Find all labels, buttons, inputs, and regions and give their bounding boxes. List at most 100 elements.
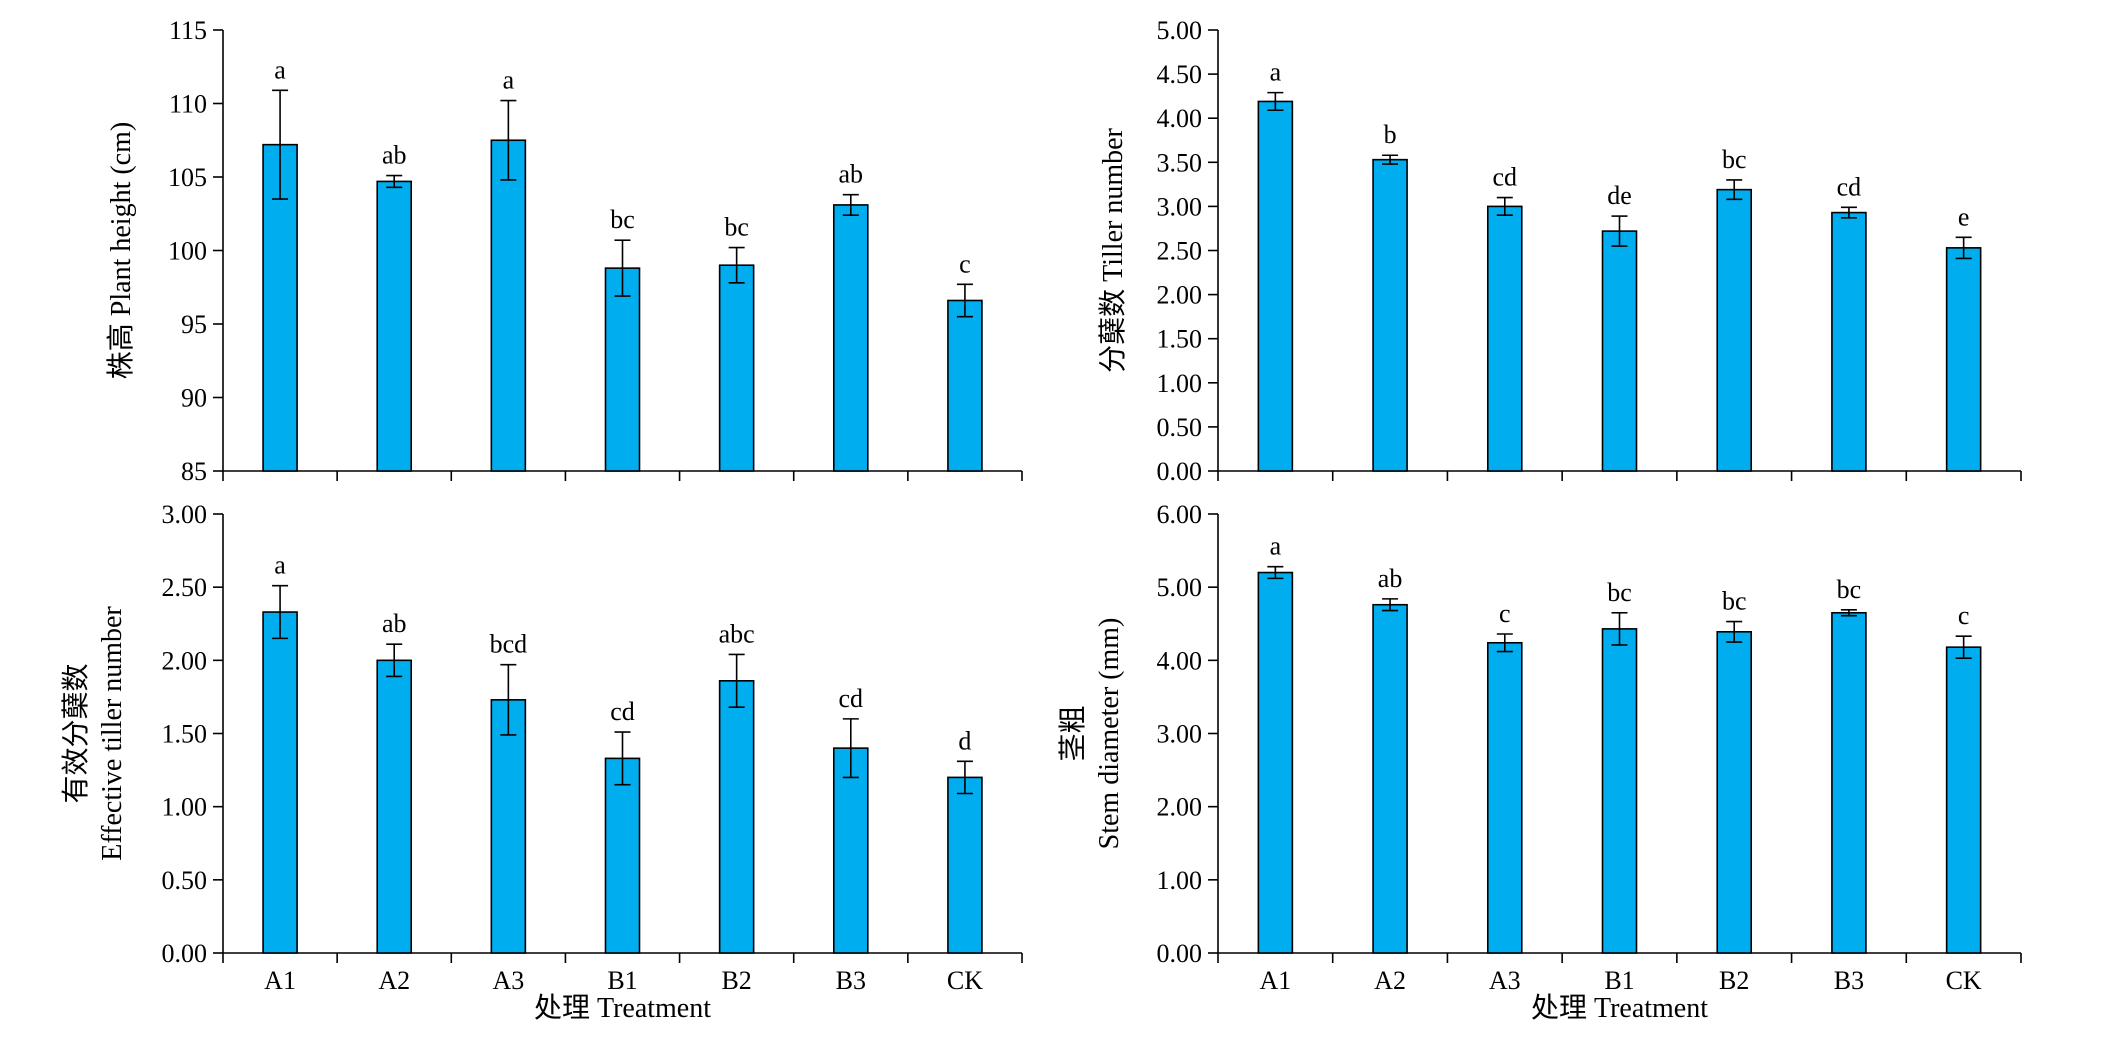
significance-letter: ab — [382, 609, 407, 638]
bar-a2 — [1372, 158, 1408, 472]
significance-letter: a — [274, 55, 286, 84]
bar-a2 — [1372, 603, 1408, 954]
significance-letter: bc — [1607, 578, 1632, 607]
bar-a2 — [376, 180, 413, 472]
significance-letter: bc — [1722, 587, 1747, 616]
y-tick-label: 110 — [169, 90, 207, 119]
significance-letter: bc — [610, 205, 635, 234]
significance-letter: bc — [1722, 145, 1747, 174]
y-tick-label: 100 — [168, 237, 207, 266]
x-tick-label: B2 — [1719, 966, 1749, 995]
x-tick-label: B1 — [1604, 966, 1634, 995]
y-tick-label: 0.50 — [1157, 413, 1203, 442]
y-tick-label: 2.00 — [1157, 793, 1203, 822]
y-tick-label: 3.00 — [1157, 192, 1203, 221]
y-tick-label: 2.50 — [162, 573, 208, 602]
y-tick-label: 1.50 — [162, 720, 208, 749]
y-tick-label: 3.50 — [1157, 148, 1203, 177]
y-tick-label: 2.00 — [1157, 281, 1203, 310]
x-tick-label: B2 — [721, 966, 751, 995]
significance-letter: c — [1958, 601, 1970, 630]
x-axis-title: 处理 Treatment — [1531, 992, 1708, 1024]
x-tick-label: B3 — [1834, 966, 1864, 995]
y-tick-label: 105 — [168, 163, 207, 192]
bar-ck — [947, 299, 983, 472]
significance-letter: cd — [839, 684, 864, 713]
y-tick-label: 4.50 — [1157, 60, 1203, 89]
y-tick-label: 0.50 — [162, 866, 208, 895]
y-tick-label: 1.50 — [1157, 325, 1203, 354]
x-tick-label: A1 — [264, 966, 296, 995]
bar-b1 — [1601, 628, 1638, 954]
significance-letter: b — [1384, 120, 1397, 149]
y-axis-title: Effective tiller number — [97, 606, 128, 861]
bar-b1 — [604, 267, 641, 472]
y-tick-label: 5.00 — [1157, 16, 1203, 45]
bar-b3 — [1831, 211, 1867, 472]
significance-letter: abc — [719, 619, 755, 648]
x-tick-label: B3 — [836, 966, 866, 995]
bar-a1 — [1257, 100, 1294, 472]
x-axis-title: 处理 Treatment — [534, 992, 711, 1024]
stem-diameter-panel: 0.00 1.00 2.00 3.00 4.00 5.00 6.00 a A1 ab A2 c A3 bc… — [1057, 500, 2022, 1024]
bar-ck — [947, 776, 983, 954]
x-tick-label: CK — [947, 966, 983, 995]
x-tick-label: CK — [1946, 966, 1982, 995]
significance-letter: a — [1270, 532, 1282, 561]
significance-letter: ab — [382, 141, 407, 170]
y-tick-label: 0.00 — [1157, 939, 1203, 968]
y-tick-label: 3.00 — [162, 500, 208, 529]
bar-b1 — [1601, 230, 1638, 472]
x-tick-label: A2 — [1374, 966, 1406, 995]
bar-a1 — [262, 611, 298, 954]
bar-a3 — [490, 699, 527, 954]
effective-tiller-number-panel: 0.00 0.50 1.00 1.50 2.00 2.50 3.00 a A1 ab A2 bcd A3… — [60, 500, 1023, 1024]
y-tick-label: 1.00 — [162, 793, 208, 822]
significance-letter: ab — [1378, 564, 1403, 593]
y-tick-label: 1.00 — [1157, 369, 1203, 398]
significance-letter: cd — [1493, 163, 1518, 192]
x-tick-label: A3 — [492, 966, 524, 995]
x-tick-label: B1 — [607, 966, 637, 995]
bar-b2 — [1716, 630, 1753, 954]
x-tick-label: A1 — [1259, 966, 1291, 995]
bar-b3 — [1831, 611, 1867, 954]
significance-letter: a — [274, 551, 286, 580]
bar-ck — [1945, 646, 1982, 954]
y-tick-label: 2.00 — [162, 646, 208, 675]
y-axis-title: 茎粗 — [1057, 705, 1089, 761]
bar-a3 — [490, 139, 527, 472]
bar-a2 — [376, 659, 413, 954]
significance-letter: a — [503, 66, 515, 95]
bar-a1 — [1257, 571, 1294, 954]
y-tick-label: 3.00 — [1157, 720, 1203, 749]
significance-letter: cd — [610, 697, 635, 726]
significance-letter: e — [1958, 202, 1970, 231]
y-tick-label: 5.00 — [1157, 573, 1203, 602]
significance-letter: d — [958, 726, 971, 755]
y-tick-label: 0.00 — [162, 939, 208, 968]
bar-a3 — [1486, 205, 1523, 472]
y-axis-title: 株高 Plant height (cm) — [105, 122, 137, 379]
tiller-number-panel: 0.00 0.50 1.00 1.50 2.00 2.50 3.00 3.50 4.00 4.50… — [1097, 16, 2022, 486]
significance-letter: a — [1270, 58, 1282, 87]
bar-b2 — [718, 680, 755, 954]
significance-letter: ab — [839, 160, 864, 189]
y-tick-label: 2.50 — [1157, 237, 1203, 266]
x-tick-label: A2 — [378, 966, 410, 995]
bar-b1 — [604, 757, 641, 954]
y-axis-title: Stem diameter (mm) — [1094, 618, 1125, 850]
bar-b2 — [718, 264, 755, 472]
significance-letter: cd — [1837, 172, 1862, 201]
y-axis-title: 分蘖数 Tiller number — [1097, 127, 1129, 372]
y-tick-label: 1.00 — [1157, 866, 1203, 895]
y-tick-label: 6.00 — [1157, 500, 1203, 529]
bar-a3 — [1486, 641, 1523, 954]
y-tick-label: 0.00 — [1157, 457, 1203, 486]
significance-letter: bc — [724, 213, 749, 242]
significance-letter: c — [1499, 599, 1511, 628]
significance-letter: bc — [1837, 575, 1862, 604]
significance-letter: de — [1607, 181, 1632, 210]
